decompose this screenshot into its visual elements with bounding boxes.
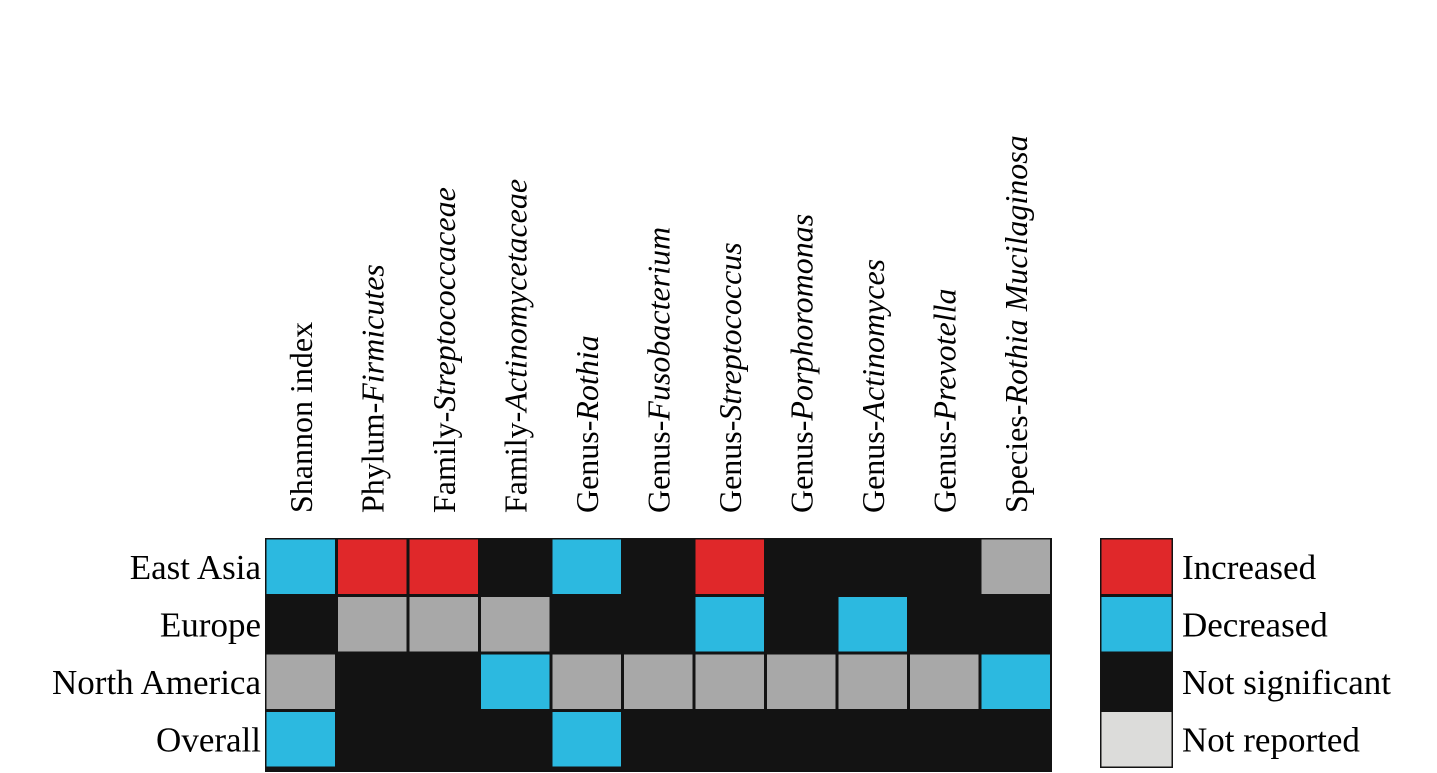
row-label: Europe	[160, 605, 261, 644]
column-label: Genus-Prevotella	[926, 288, 962, 513]
column-label-taxon: Prevotella	[926, 288, 962, 421]
column-label: Genus-Fusobacterium	[640, 227, 676, 513]
column-label-taxon: Rothia Mucilaginosa	[998, 135, 1034, 405]
heatmap-cell	[409, 654, 478, 709]
column-label-prefix: Shannon index	[283, 322, 319, 513]
column-label: Phylum-Firmicutes	[354, 264, 390, 513]
heatmap-cell	[624, 654, 693, 709]
heatmap-cell	[910, 597, 979, 652]
column-label: Shannon index	[283, 322, 319, 513]
column-label-taxon: Rothia	[569, 335, 605, 421]
heatmap-cell	[981, 539, 1050, 594]
column-label-taxon: Actinomyces	[855, 259, 891, 423]
legend-swatch	[1101, 654, 1172, 709]
heatmap-cell	[481, 654, 550, 709]
column-label: Genus-Streptococcus	[712, 242, 748, 513]
heatmap-cell	[338, 712, 407, 767]
heatmap-cell	[624, 712, 693, 767]
heatmap-cell	[695, 539, 764, 594]
column-label-prefix: Family-	[497, 412, 533, 513]
heatmap-cell	[552, 654, 621, 709]
column-label-prefix: Family-	[426, 412, 462, 513]
column-label-taxon: Porphoromonas	[783, 214, 819, 422]
column-label-taxon: Streptococcaceae	[426, 187, 462, 411]
column-label-prefix: Genus-	[569, 421, 605, 513]
column-label-prefix: Genus-	[783, 421, 819, 513]
column-labels: Shannon index Phylum-FirmicutesFamily-Str…	[283, 135, 1034, 513]
heatmap-cell	[838, 654, 907, 709]
column-label-prefix: Species-	[998, 405, 1034, 513]
heatmap-cell	[767, 712, 836, 767]
heatmap-cell	[767, 654, 836, 709]
legend-swatch	[1101, 539, 1172, 594]
column-label: Family-Streptococcaceae	[426, 187, 462, 513]
heatmap-cells	[266, 539, 1050, 767]
row-label: Overall	[156, 720, 261, 759]
heatmap-cell	[838, 539, 907, 594]
legend-label: Not significant	[1182, 663, 1391, 702]
row-labels: East Asia Europe North America Overall	[52, 548, 261, 760]
column-label-prefix: Genus-	[712, 421, 748, 513]
heatmap-cell	[338, 597, 407, 652]
column-label-taxon: Streptococcus	[712, 242, 748, 420]
heatmap-cell	[767, 597, 836, 652]
heatmap-cell	[338, 654, 407, 709]
heatmap-cell	[695, 597, 764, 652]
column-label-prefix: Phylum-	[354, 403, 390, 513]
heatmap-cell	[624, 539, 693, 594]
legend-label: Not reported	[1182, 720, 1360, 759]
heatmap-cell	[552, 539, 621, 594]
row-label: North America	[52, 663, 261, 702]
heatmap-cell	[981, 712, 1050, 767]
column-label-taxon: Fusobacterium	[640, 227, 676, 422]
column-label-prefix: Genus-	[855, 421, 891, 513]
column-label: Species-Rothia Mucilaginosa	[998, 135, 1034, 513]
heatmap-cell	[695, 712, 764, 767]
heatmap-cell	[266, 654, 335, 709]
column-label-prefix: Genus-	[640, 421, 676, 513]
column-label: Genus-Actinomyces	[855, 259, 891, 513]
heatmap-cell	[552, 597, 621, 652]
heatmap-cell	[695, 654, 764, 709]
heatmap-cell	[767, 539, 836, 594]
heatmap-cell	[409, 712, 478, 767]
column-label-taxon: Actinomycetaceae	[497, 179, 533, 414]
heatmap-cell	[552, 712, 621, 767]
heatmap-cell	[266, 597, 335, 652]
heatmap-cell	[910, 712, 979, 767]
legend-swatch	[1101, 597, 1172, 652]
heatmap-cell	[910, 654, 979, 709]
legend-label: Increased	[1182, 548, 1317, 587]
column-label-prefix: Genus-	[926, 421, 962, 513]
heatmap-cell	[338, 539, 407, 594]
heatmap-cell	[981, 597, 1050, 652]
heatmap-cell	[409, 597, 478, 652]
column-label: Genus-Porphoromonas	[783, 214, 819, 513]
heatmap-cell	[266, 539, 335, 594]
heatmap-cell	[481, 712, 550, 767]
column-label: Family-Actinomycetaceae	[497, 179, 533, 513]
row-label: East Asia	[130, 548, 262, 587]
heatmap-cell	[981, 654, 1050, 709]
column-label: Genus-Rothia	[569, 335, 605, 513]
heatmap-cell	[838, 712, 907, 767]
heatmap-cell	[266, 712, 335, 767]
heatmap-cell	[624, 597, 693, 652]
legend-label: Decreased	[1182, 605, 1328, 644]
legend: Increased Decreased Not significant Not rep…	[1100, 538, 1391, 768]
heatmap-cell	[838, 597, 907, 652]
column-label-taxon: Firmicutes	[354, 264, 390, 404]
heatmap-cell	[910, 539, 979, 594]
heatmap-cell	[409, 539, 478, 594]
heatmap-cell	[481, 597, 550, 652]
heatmap-cell	[481, 539, 550, 594]
legend-swatch	[1101, 712, 1172, 767]
